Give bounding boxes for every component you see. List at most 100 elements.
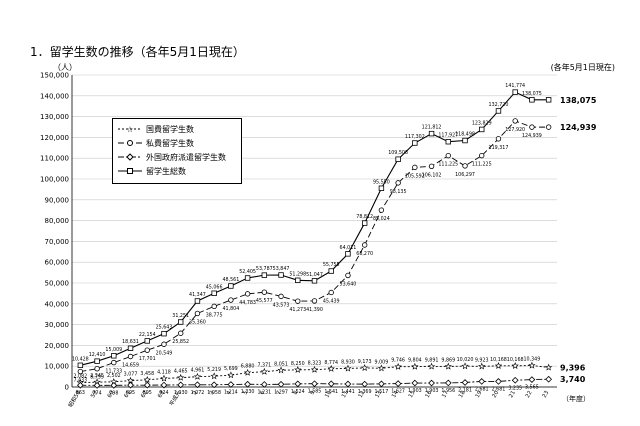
data-label: 2,082 xyxy=(73,374,87,380)
data-labels: 2,082 2,345 2,502 3,077 3,458 4,118 4,465 4,961… xyxy=(72,83,597,396)
marker-square xyxy=(261,272,268,278)
data-label: 9,804 xyxy=(408,358,422,364)
legend-label: 国費留学生数 xyxy=(146,124,194,134)
marker-diamond xyxy=(411,379,419,387)
marker-star xyxy=(327,364,335,372)
data-label: 8,799 xyxy=(90,375,104,381)
marker-circle xyxy=(161,341,167,347)
marker-star xyxy=(411,362,419,370)
marker-circle xyxy=(194,310,201,317)
marker-square xyxy=(94,358,100,364)
marker-circle xyxy=(127,353,134,360)
data-label: 124,939 xyxy=(522,133,542,139)
y-tick-label: 0 xyxy=(65,384,69,392)
data-label: 9,891 xyxy=(425,357,439,363)
data-label: 4,961 xyxy=(191,368,205,374)
series-1 xyxy=(76,361,553,386)
marker-diamond xyxy=(545,375,553,383)
data-label: 18,631 xyxy=(122,339,139,345)
data-label: 1,627 xyxy=(391,389,405,395)
x-tick-label: 8 xyxy=(293,390,300,396)
marker-square xyxy=(445,139,451,145)
marker-square xyxy=(311,278,318,284)
marker-square xyxy=(361,220,368,226)
data-label: 8,930 xyxy=(341,359,355,365)
x-axis-label: （年度） xyxy=(562,394,590,403)
data-label: 863 xyxy=(76,390,85,396)
marker-star xyxy=(494,362,503,369)
legend-item-foreign-government: 外国政府派遣留学生数 xyxy=(117,151,226,163)
data-label: 1,524 xyxy=(291,389,305,395)
x-tick-label: 10 xyxy=(324,390,333,399)
data-label: 895 xyxy=(143,390,152,396)
y-tick-label: 10,000 xyxy=(45,363,70,371)
marker-square xyxy=(178,319,184,325)
marker-circle xyxy=(94,365,100,372)
marker-circle xyxy=(144,347,150,353)
marker-star xyxy=(143,375,151,383)
data-label: 8,051 xyxy=(274,361,288,367)
marker-square xyxy=(328,268,334,274)
marker-diamond xyxy=(277,380,285,388)
marker-diamond xyxy=(461,379,469,386)
data-label: 41,347 xyxy=(189,292,206,298)
data-label: 25,643 xyxy=(156,325,173,331)
svg-text:☆: ☆ xyxy=(126,125,133,134)
data-label: 6,880 xyxy=(241,364,255,370)
data-label: 10,349 xyxy=(524,356,541,362)
data-label: 1,541 xyxy=(324,389,338,395)
data-label: 121,812 xyxy=(422,125,442,131)
marker-square xyxy=(295,277,301,284)
marker-circle xyxy=(361,242,368,248)
marker-circle xyxy=(412,164,418,171)
marker-circle xyxy=(345,272,351,279)
marker-diamond xyxy=(93,382,101,389)
y-tick-label: 90,000 xyxy=(45,196,70,204)
legend-label: 私費留学生数 xyxy=(146,138,194,148)
marker-square xyxy=(545,97,552,103)
date-note: (各年5月1日現在) xyxy=(550,63,615,72)
marker-circle xyxy=(545,124,552,130)
series-4 xyxy=(77,89,552,369)
x-tick-label: 21 xyxy=(508,390,517,399)
data-label: 5,219 xyxy=(207,367,221,373)
data-label: 35,360 xyxy=(189,319,206,325)
data-label: 14,659 xyxy=(122,363,139,369)
legend-swatch-circle xyxy=(118,140,142,146)
data-label: 1,517 xyxy=(375,389,389,395)
data-label: 9,009 xyxy=(375,359,389,365)
marker-square xyxy=(479,126,485,133)
y-tick-label: 60,000 xyxy=(45,259,70,267)
data-label: 1,956 xyxy=(441,388,455,394)
data-label: 10,168 xyxy=(507,357,524,363)
x-tick-label: 14 xyxy=(391,390,400,399)
data-label: 123,829 xyxy=(472,120,492,126)
y-tick-label: 40,000 xyxy=(45,300,70,308)
data-label: 8,774 xyxy=(324,360,338,366)
data-label: 38,775 xyxy=(206,312,223,318)
marker-square xyxy=(161,330,167,337)
y-tick-label: 20,000 xyxy=(45,342,70,350)
marker-star xyxy=(294,366,302,373)
marker-circle xyxy=(77,368,84,375)
data-label: 111,225 xyxy=(472,162,492,168)
x-tick-label: 3 xyxy=(209,390,216,396)
marker-square xyxy=(412,140,418,146)
marker-diamond xyxy=(528,376,536,383)
data-label: 1,231 xyxy=(257,389,271,395)
marker-diamond xyxy=(177,381,185,389)
marker-diamond xyxy=(194,381,201,389)
y-axis-unit-label: （人） xyxy=(53,63,77,72)
y-tick-label: 100,000 xyxy=(40,176,69,184)
marker-square xyxy=(345,251,351,257)
data-label: 1,369 xyxy=(358,389,372,395)
x-tick-label: 7 xyxy=(276,390,283,396)
data-label: 2,345 xyxy=(90,373,104,379)
marker-diamond xyxy=(110,381,118,389)
data-label: 52,405 xyxy=(239,269,256,275)
data-label: 7,371 xyxy=(257,363,271,369)
marker-diamond xyxy=(244,380,251,388)
marker-star xyxy=(193,372,202,380)
data-label: 141,774 xyxy=(505,83,525,89)
